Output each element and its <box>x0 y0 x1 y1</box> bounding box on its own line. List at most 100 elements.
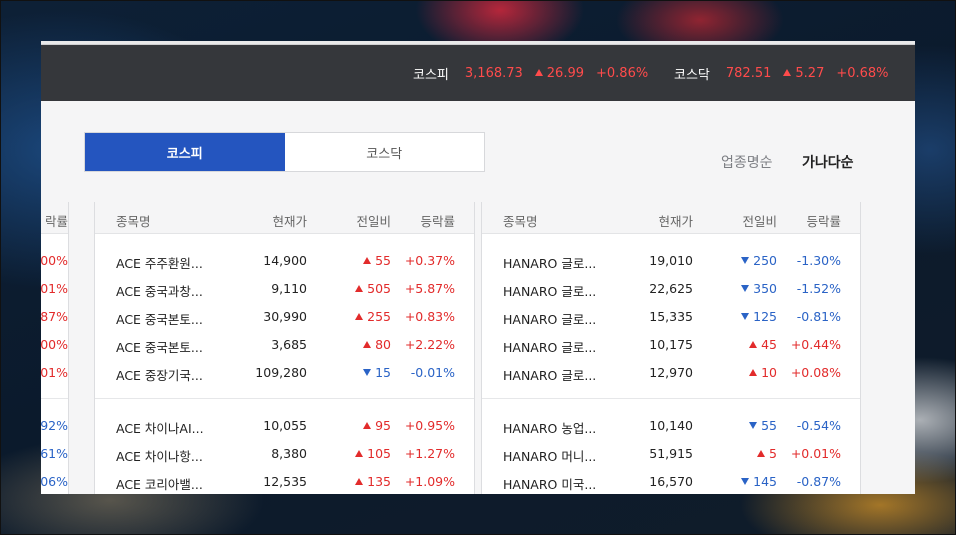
stock-name[interactable]: HANARO 글로... <box>503 284 597 299</box>
stock-change: 95 <box>363 418 391 433</box>
ticker-rate: +0.86% <box>596 65 649 81</box>
up-arrow-icon <box>749 341 758 348</box>
stock-change: 105 <box>355 446 391 461</box>
stock-rate: .00% <box>41 337 68 352</box>
down-arrow-icon <box>741 285 750 292</box>
table-row[interactable]: HANARO 미국... 16,570 145 -0.87% <box>482 468 860 494</box>
stock-name[interactable]: HANARO 머니... <box>503 449 597 464</box>
stock-change-value: 15 <box>375 365 391 380</box>
stock-rate: +0.44% <box>790 337 841 352</box>
table-row[interactable]: HANARO 농업... 10,140 55 -0.54% <box>482 412 860 440</box>
up-arrow-icon <box>355 478 364 485</box>
stock-price: 12,535 <box>263 474 307 489</box>
stock-rate: .06% <box>41 474 68 489</box>
col-rate-header: 등락률 <box>806 214 841 229</box>
tab-kosdaq[interactable]: 코스닥 <box>366 146 403 162</box>
stock-change: 350 <box>741 281 777 296</box>
ticker-kospi[interactable]: 코스피 3,168.73 26.99 +0.86% <box>413 45 648 101</box>
table-row[interactable]: ACE 차이나항... 8,380 105 +1.27% <box>95 440 474 468</box>
table-row[interactable]: HANARO 글로... 15,335 125 -0.81% <box>482 303 860 331</box>
stock-name[interactable]: HANARO 미국... <box>503 477 597 492</box>
table-row[interactable]: ACE 차이나AI... 10,055 95 +0.95% <box>95 412 474 440</box>
stock-change-value: 350 <box>753 281 777 296</box>
sort-alphabetical[interactable]: 가나다순 <box>802 155 854 171</box>
ticker-name: 코스피 <box>413 67 449 83</box>
stock-change-value: 145 <box>753 474 777 489</box>
stock-rate: .61% <box>41 446 68 461</box>
table-row[interactable]: .00% <box>41 331 68 359</box>
sort-by-industry[interactable]: 업종명순 <box>721 155 773 171</box>
down-arrow-icon <box>741 313 750 320</box>
table-row[interactable]: .01% <box>41 359 68 387</box>
table-row[interactable]: ACE 중장기국... 109,280 15 -0.01% <box>95 359 474 387</box>
stock-name[interactable]: ACE 차이나AI... <box>116 421 204 436</box>
stock-price: 12,970 <box>649 365 693 380</box>
market-widget: 코스피 3,168.73 26.99 +0.86% 코스닥 782.51 5.2… <box>41 41 915 494</box>
col-rate-header: 등락률 <box>420 214 455 229</box>
stock-rate: +0.08% <box>790 365 841 380</box>
stock-group: HANARO 농업... 10,140 55 -0.54% HANARO 머니... 51… <box>482 399 860 494</box>
stock-change-value: 5 <box>769 446 777 461</box>
col-change-header: 전일비 <box>356 214 391 229</box>
stock-change-value: 105 <box>367 446 391 461</box>
stock-change-value: 55 <box>761 418 777 433</box>
table-row[interactable]: HANARO 글로... 12,970 10 +0.08% <box>482 359 860 387</box>
stock-name[interactable]: ACE 차이나항... <box>116 449 203 464</box>
table-row[interactable]: .00% <box>41 247 68 275</box>
stock-name[interactable]: ACE 중국본토... <box>116 340 203 355</box>
stock-rate: -0.81% <box>796 309 841 324</box>
stock-name[interactable]: ACE 중장기국... <box>116 368 203 383</box>
col-change-header: 전일비 <box>742 214 777 229</box>
stock-rate: -1.52% <box>796 281 841 296</box>
col-rate-header: 락률 <box>44 214 68 229</box>
stock-change: 10 <box>749 365 777 380</box>
ticker-change: 26.99 <box>546 65 584 81</box>
ticker-change: 5.27 <box>795 65 825 81</box>
stock-rate: -0.54% <box>796 418 841 433</box>
stock-rate: .01% <box>41 281 68 296</box>
down-arrow-icon <box>741 478 750 485</box>
stock-change: 135 <box>355 474 391 489</box>
stock-name[interactable]: HANARO 농업... <box>503 421 597 436</box>
stock-change-value: 505 <box>367 281 391 296</box>
up-arrow-icon <box>355 450 364 457</box>
table-row[interactable]: .92% <box>41 412 68 440</box>
stock-change-value: 55 <box>375 253 391 268</box>
ticker-kosdaq[interactable]: 코스닥 782.51 5.27 +0.68% <box>674 45 889 101</box>
table-row[interactable]: HANARO 머니... 51,915 5 +0.01% <box>482 440 860 468</box>
stock-name[interactable]: HANARO 글로... <box>503 368 597 383</box>
table-row[interactable]: ACE 중국과창... 9,110 505 +5.87% <box>95 275 474 303</box>
stock-group: .00% .01% .87% .00% .01% <box>41 234 68 399</box>
stock-rate: +0.95% <box>404 418 455 433</box>
stock-change: 255 <box>355 309 391 324</box>
stock-name[interactable]: ACE 중국본토... <box>116 312 203 327</box>
table-row[interactable]: .87% <box>41 303 68 331</box>
table-row[interactable]: HANARO 글로... 19,010 250 -1.30% <box>482 247 860 275</box>
stock-rate: +0.01% <box>790 446 841 461</box>
col-price-header: 현재가 <box>658 214 693 229</box>
table-row[interactable]: ACE 코리아밸... 12,535 135 +1.09% <box>95 468 474 494</box>
stock-name[interactable]: ACE 코리아밸... <box>116 477 203 492</box>
table-row[interactable]: .61% <box>41 440 68 468</box>
stock-panel-middle: 종목명 현재가 전일비 등락률 ACE 주주환원... 14,900 55 +0.37… <box>94 202 475 494</box>
tab-kospi[interactable]: 코스피 <box>85 133 285 171</box>
table-row[interactable]: .01% <box>41 275 68 303</box>
stock-name[interactable]: HANARO 글로... <box>503 312 597 327</box>
stock-rate: +1.27% <box>404 446 455 461</box>
panel-header: 종목명 현재가 전일비 등락률 <box>95 202 474 234</box>
stock-name[interactable]: ACE 중국과창... <box>116 284 203 299</box>
table-row[interactable]: ACE 중국본토... 3,685 80 +2.22% <box>95 331 474 359</box>
stock-name[interactable]: ACE 주주환원... <box>116 256 203 271</box>
table-row[interactable]: HANARO 글로... 22,625 350 -1.52% <box>482 275 860 303</box>
stock-change: 15 <box>363 365 391 380</box>
table-row[interactable]: ACE 중국본토... 30,990 255 +0.83% <box>95 303 474 331</box>
index-ticker-bar: 코스피 3,168.73 26.99 +0.86% 코스닥 782.51 5.2… <box>41 45 915 101</box>
table-row[interactable]: ACE 주주환원... 14,900 55 +0.37% <box>95 247 474 275</box>
table-row[interactable]: .06% <box>41 468 68 494</box>
stock-name[interactable]: HANARO 글로... <box>503 340 597 355</box>
col-name-header: 종목명 <box>116 214 151 229</box>
stock-change: 80 <box>363 337 391 352</box>
table-row[interactable]: HANARO 글로... 10,175 45 +0.44% <box>482 331 860 359</box>
stock-name[interactable]: HANARO 글로... <box>503 256 597 271</box>
stock-price: 30,990 <box>263 309 307 324</box>
